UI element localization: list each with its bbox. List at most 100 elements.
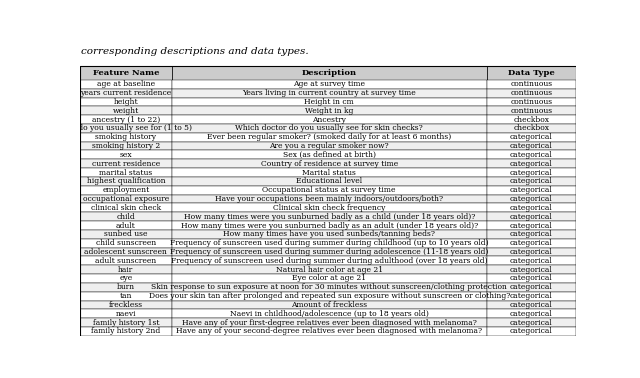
Text: Eye color at age 21: Eye color at age 21 [292, 274, 366, 282]
Text: Clinical skin check frequency: Clinical skin check frequency [273, 204, 385, 212]
Text: ancestry (1 to 22): ancestry (1 to 22) [92, 116, 160, 124]
Bar [172, 239, 486, 248]
Bar [487, 265, 576, 274]
Text: categorical: categorical [510, 257, 553, 265]
Text: smoking history: smoking history [95, 133, 156, 141]
Bar [172, 203, 486, 212]
Bar [487, 318, 576, 327]
Text: categorical: categorical [510, 151, 553, 159]
Bar [172, 327, 486, 336]
Text: categorical: categorical [510, 301, 553, 309]
Bar [80, 89, 172, 98]
Bar [487, 168, 576, 177]
Text: categorical: categorical [510, 230, 553, 238]
Bar [487, 230, 576, 239]
Text: Does your skin tan after prolonged and repeated sun exposure without sunscreen o: Does your skin tan after prolonged and r… [148, 292, 510, 300]
Text: categorical: categorical [510, 283, 553, 291]
Text: Ancestry: Ancestry [312, 116, 346, 124]
Text: occupational exposure: occupational exposure [83, 195, 169, 203]
Bar [487, 150, 576, 159]
Text: Country of residence at survey time: Country of residence at survey time [260, 160, 398, 168]
Bar [172, 292, 486, 301]
Text: Skin response to sun exposure at noon for 30 minutes without sunscreen/clothing : Skin response to sun exposure at noon fo… [151, 283, 507, 291]
Bar [80, 66, 172, 80]
Text: categorical: categorical [510, 310, 553, 318]
Text: child sunscreen: child sunscreen [96, 239, 156, 247]
Bar [172, 142, 486, 150]
Bar [80, 274, 172, 283]
Text: How many times were you sunburned badly as an adult (under 18 years old)?: How many times were you sunburned badly … [180, 222, 478, 229]
Bar [172, 256, 486, 265]
Text: sunbed use: sunbed use [104, 230, 148, 238]
Bar [172, 66, 486, 80]
Bar [80, 265, 172, 274]
Text: Amount of freckless: Amount of freckless [291, 301, 367, 309]
Text: categorical: categorical [510, 133, 553, 141]
Text: Which doctor do you usually see for skin checks?: Which doctor do you usually see for skin… [236, 124, 423, 132]
Bar [487, 248, 576, 256]
Text: Frequency of sunscreen used during summer during adulthood (over 18 years old): Frequency of sunscreen used during summe… [171, 257, 488, 265]
Bar [172, 177, 486, 186]
Text: Educational level: Educational level [296, 177, 362, 185]
Bar [172, 212, 486, 221]
Text: continuous: continuous [510, 80, 552, 88]
Text: years current residence: years current residence [80, 89, 172, 97]
Bar [80, 256, 172, 265]
Bar [172, 80, 486, 89]
Bar [80, 133, 172, 142]
Text: How many times have you used sunbeds/tanning beds?: How many times have you used sunbeds/tan… [223, 230, 435, 238]
Text: highest qualification: highest qualification [86, 177, 165, 185]
Bar [172, 301, 486, 309]
Bar [80, 159, 172, 168]
Bar [172, 98, 486, 106]
Bar [487, 195, 576, 203]
Text: Frequency of sunscreen used during summer during adolescence (11-18 years old): Frequency of sunscreen used during summe… [170, 248, 488, 256]
Bar [80, 309, 172, 318]
Text: Are you a regular smoker now?: Are you a regular smoker now? [269, 142, 389, 150]
Text: tan: tan [120, 292, 132, 300]
Text: Height in cm: Height in cm [305, 98, 354, 106]
Text: How many times were you sunburned badly as a child (under 18 years old)?: How many times were you sunburned badly … [184, 213, 475, 221]
Bar [80, 115, 172, 124]
Bar [80, 142, 172, 150]
Bar [487, 283, 576, 292]
Text: clinical skin check: clinical skin check [91, 204, 161, 212]
Bar [80, 124, 172, 133]
Text: categorical: categorical [510, 239, 553, 247]
Bar [80, 239, 172, 248]
Text: child: child [116, 213, 135, 221]
Text: Frequency of sunscreen used during summer during childhood (up to 10 years old): Frequency of sunscreen used during summe… [170, 239, 488, 247]
Bar [80, 221, 172, 230]
Bar [172, 133, 486, 142]
Bar [172, 115, 486, 124]
Bar [80, 212, 172, 221]
Text: adolescent sunscreen: adolescent sunscreen [84, 248, 167, 256]
Text: marital status: marital status [99, 169, 152, 177]
Bar [172, 221, 486, 230]
Text: weight: weight [113, 107, 139, 115]
Bar [487, 159, 576, 168]
Text: categorical: categorical [510, 274, 553, 282]
Text: categorical: categorical [510, 177, 553, 185]
Bar [172, 274, 486, 283]
Bar [172, 186, 486, 195]
Bar [172, 283, 486, 292]
Text: hair: hair [118, 266, 134, 274]
Text: Sex (as defined at birth): Sex (as defined at birth) [283, 151, 376, 159]
Bar [487, 309, 576, 318]
Bar [172, 159, 486, 168]
Text: adult sunscreen: adult sunscreen [95, 257, 157, 265]
Text: adult: adult [116, 222, 136, 229]
Text: categorical: categorical [510, 327, 553, 335]
Bar [80, 150, 172, 159]
Bar [487, 66, 576, 80]
Text: family history 1st: family history 1st [93, 319, 159, 327]
Text: categorical: categorical [510, 266, 553, 274]
Bar [487, 221, 576, 230]
Bar [172, 309, 486, 318]
Text: eye: eye [119, 274, 132, 282]
Bar [80, 318, 172, 327]
Bar [487, 115, 576, 124]
Bar [487, 133, 576, 142]
Bar [80, 186, 172, 195]
